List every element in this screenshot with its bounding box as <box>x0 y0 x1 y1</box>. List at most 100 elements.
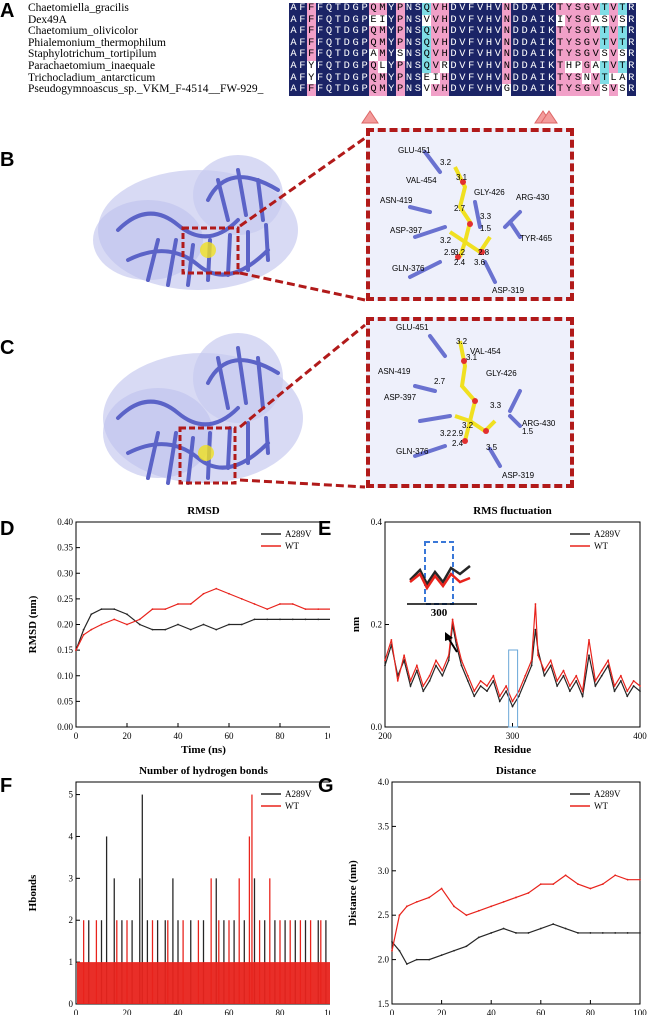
data-point <box>455 644 458 646</box>
data-point <box>428 679 431 682</box>
distance-label: 2.7 <box>434 377 446 386</box>
data-point <box>589 932 592 934</box>
distance-label: 3.5 <box>486 443 498 452</box>
panel-label-g: G <box>318 775 334 797</box>
conservation-markers <box>361 110 558 124</box>
data-point <box>405 963 408 965</box>
data-point <box>90 613 93 616</box>
x-tick-label: 20 <box>123 731 133 741</box>
data-point <box>575 679 578 682</box>
data-point <box>202 623 205 626</box>
data-point <box>552 883 555 886</box>
data-point <box>577 932 579 934</box>
data-point <box>240 623 243 626</box>
data-point <box>639 878 641 881</box>
data-point <box>415 669 418 672</box>
data-point <box>502 900 505 903</box>
data-point <box>539 927 542 930</box>
data-point <box>588 654 590 657</box>
legend-label: A289V <box>594 529 621 539</box>
y-axis-label: nm <box>350 617 362 632</box>
data-point <box>177 603 179 605</box>
data-point <box>391 940 393 943</box>
data-point <box>451 618 454 621</box>
series-line <box>75 587 330 651</box>
data-point <box>534 628 537 631</box>
panel-label-c: C <box>0 337 15 359</box>
y-tick-label: 0.30 <box>57 568 73 578</box>
hbond-bar <box>238 878 240 1004</box>
data-point <box>466 679 469 682</box>
residue-label: GLY-426 <box>474 188 505 197</box>
series-line <box>384 624 641 708</box>
data-point <box>266 608 269 611</box>
data-point <box>202 592 205 595</box>
data-point <box>517 690 520 693</box>
data-point <box>403 659 406 662</box>
y-tick-label: 0.10 <box>57 671 73 681</box>
species-name: Staphylotrichum_tortipilum <box>28 48 157 61</box>
data-point <box>164 628 167 631</box>
data-point <box>151 608 154 611</box>
data-point <box>398 914 401 917</box>
inset-series-a289v <box>409 565 471 587</box>
residue-label: ASP-397 <box>390 226 423 235</box>
hbond-bar <box>172 878 174 1004</box>
y-tick-label: 0.35 <box>57 543 73 553</box>
data-point <box>515 932 517 934</box>
series-line <box>391 923 640 965</box>
legend-label: A289V <box>285 789 312 799</box>
data-point <box>486 690 488 693</box>
y-tick-label: 2.0 <box>378 955 390 965</box>
data-point <box>460 659 463 662</box>
data-point <box>304 618 307 621</box>
y-tick-label: 4 <box>69 831 74 841</box>
data-point <box>527 892 530 894</box>
data-point <box>498 700 501 703</box>
residue-label: ASP-319 <box>492 286 525 295</box>
data-point <box>215 587 218 590</box>
data-point <box>415 958 418 961</box>
data-point <box>524 679 527 682</box>
data-point <box>600 669 603 672</box>
residue-label: ASN-419 <box>380 196 413 205</box>
arrow-head <box>445 632 453 641</box>
inset-plot: 300 <box>407 540 477 619</box>
data-point <box>490 905 493 908</box>
y-tick-label: 0.25 <box>57 594 73 604</box>
panel-label-a: A <box>0 0 15 22</box>
hbond-chart: Number of hydrogen bonds 0 20 40 60 80 100 0 1 2 3… <box>27 765 330 1015</box>
x-tick-label: 0 <box>390 1008 395 1015</box>
data-point <box>492 679 495 682</box>
data-point <box>539 883 542 886</box>
y-tick-label: 0.20 <box>57 620 73 630</box>
series-line <box>391 874 640 951</box>
data-point <box>614 874 617 877</box>
x-tick-label: 60 <box>225 731 235 741</box>
distance-label: 3.2 <box>462 421 474 430</box>
x-tick-label: 100 <box>324 1008 330 1015</box>
data-point <box>601 932 604 934</box>
x-tick-label: 400 <box>633 731 647 741</box>
data-point <box>405 905 408 908</box>
data-point <box>517 695 520 698</box>
data-point <box>113 618 116 621</box>
data-point <box>100 623 103 626</box>
data-point <box>511 705 514 708</box>
y-tick-label: 3 <box>69 873 74 883</box>
x-tick-label: 80 <box>276 731 286 741</box>
data-point <box>447 654 450 657</box>
data-point <box>415 900 418 903</box>
data-point <box>564 927 567 930</box>
x-tick-label: 200 <box>378 731 392 741</box>
panel-label-e: E <box>318 518 332 540</box>
x-tick-label: 60 <box>225 1008 235 1015</box>
chart-title: RMS fluctuation <box>473 505 552 517</box>
data-point <box>639 685 641 687</box>
data-point <box>228 592 230 595</box>
data-point <box>189 628 192 631</box>
distance-chart: Distance0204060801001.52.02.53.03.54.0Ti… <box>347 765 647 1015</box>
species-name: Trichocladium_antarcticum <box>28 71 156 84</box>
data-point <box>113 608 116 611</box>
